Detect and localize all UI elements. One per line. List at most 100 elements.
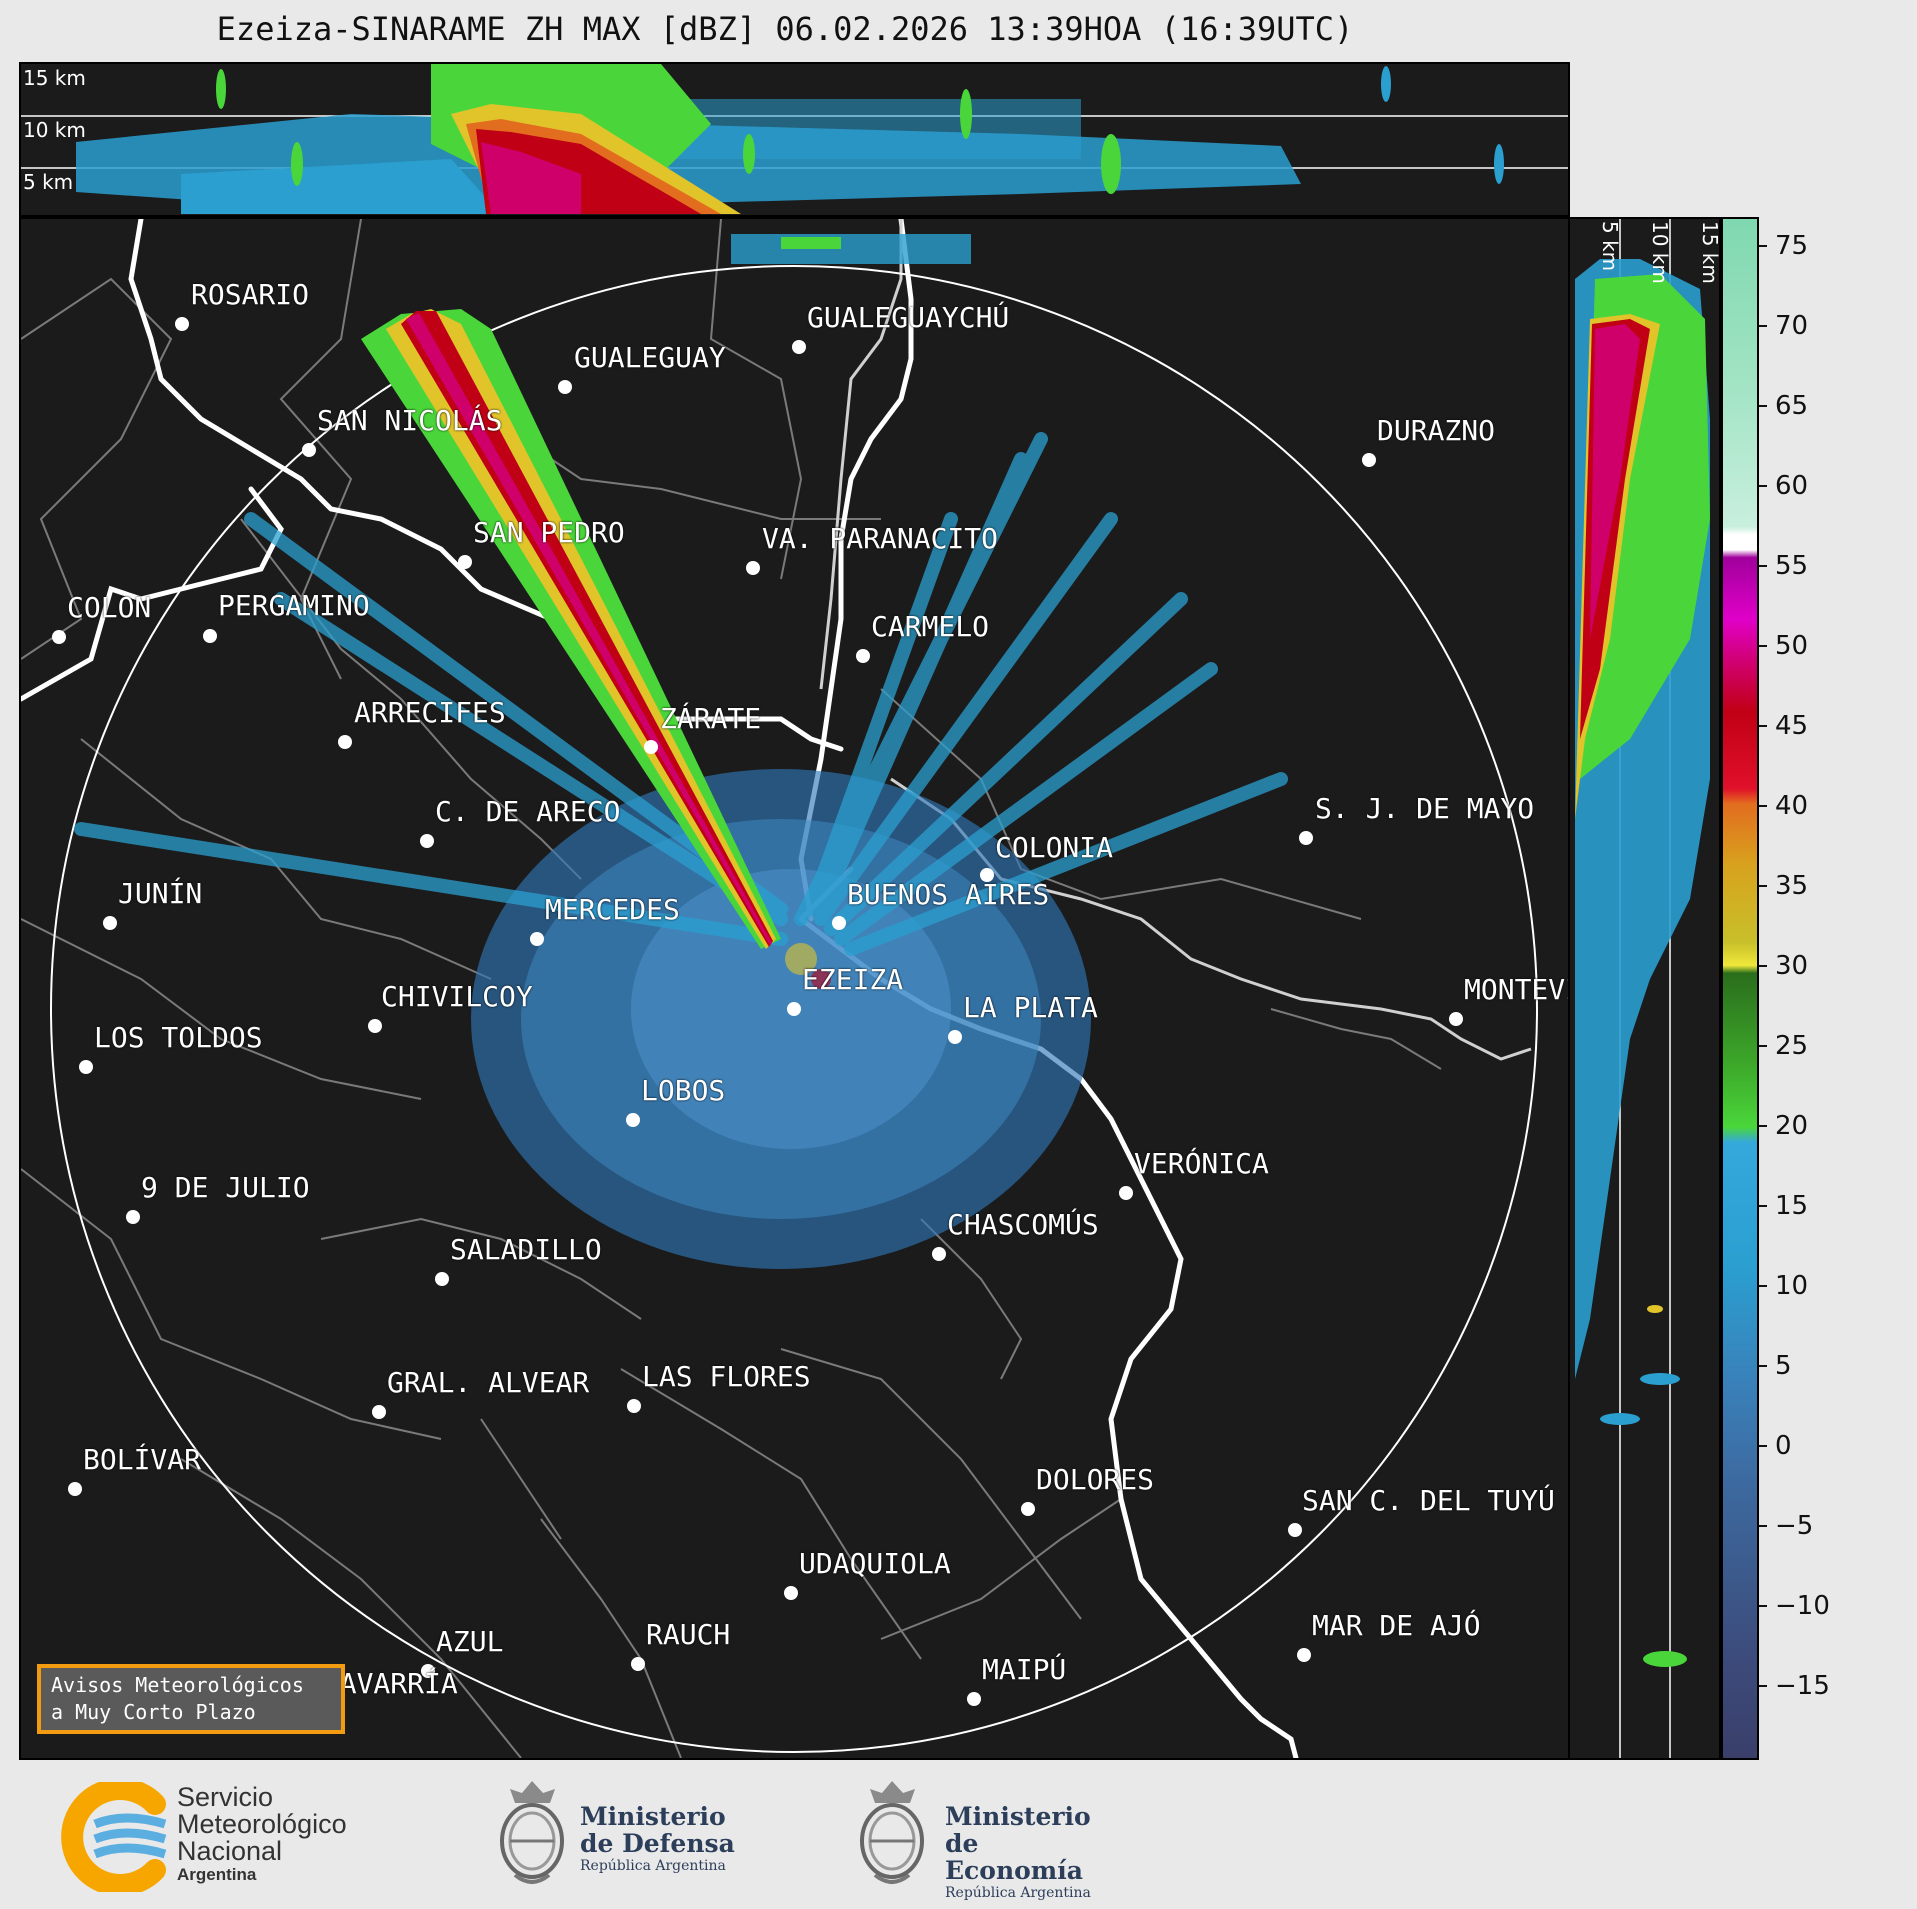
smn-line-3: Nacional bbox=[177, 1836, 283, 1866]
city-label-pergamino: PERGAMINO bbox=[218, 589, 370, 622]
colorbar-tick bbox=[1759, 1685, 1767, 1687]
colorbar-tick bbox=[1759, 725, 1767, 727]
ministerio-economia-logo[interactable]: Ministerio de Economía República Argenti… bbox=[855, 1775, 1115, 1901]
avisos-meteorologicos-badge[interactable]: Avisos Meteorológicos a Muy Corto Plazo bbox=[37, 1664, 345, 1734]
city-label-gualeguaychu: GUALEGUAYCHÚ bbox=[807, 301, 1010, 334]
colorbar-tick bbox=[1759, 565, 1767, 567]
colorbar-label-minus5: −5 bbox=[1775, 1511, 1814, 1541]
defensa-line-1: Ministerio bbox=[580, 1802, 726, 1831]
economia-line-1: Ministerio bbox=[945, 1802, 1091, 1831]
colorbar-tick bbox=[1759, 485, 1767, 487]
colorbar-label-minus15: −15 bbox=[1775, 1671, 1830, 1701]
colorbar-label-55: 55 bbox=[1775, 551, 1809, 581]
colorbar-label-65: 65 bbox=[1775, 391, 1809, 421]
city-label-bolivar: BOLÍVAR bbox=[83, 1443, 202, 1476]
city-label-san-nicolas: SAN NICOLÁS bbox=[317, 404, 503, 437]
colorbar-tick bbox=[1759, 245, 1767, 247]
smn-emblem-icon bbox=[61, 1782, 167, 1892]
city-label-colon: COLON bbox=[67, 591, 152, 624]
city-label-carmelo: CARMELO bbox=[871, 610, 990, 643]
colorbar-tick bbox=[1759, 965, 1767, 967]
city-label-mar-de-ajo: MAR DE AJÓ bbox=[1312, 1609, 1481, 1642]
city-label-mercedes: MERCEDES bbox=[545, 893, 680, 926]
city-label-veronica: VERÓNICA bbox=[1134, 1147, 1269, 1180]
colorbar-tick bbox=[1759, 1365, 1767, 1367]
colorbar-label-35: 35 bbox=[1775, 871, 1809, 901]
colorbar-label-25: 25 bbox=[1775, 1031, 1809, 1061]
colorbar-label-45: 45 bbox=[1775, 711, 1809, 741]
footer: Servicio Meteorológico Nacional Argentin… bbox=[0, 1760, 1917, 1909]
colorbar-label-10: 10 bbox=[1775, 1271, 1809, 1301]
defensa-line-3: República Argentina bbox=[580, 1858, 726, 1874]
city-label-rauch: RAUCH bbox=[646, 1618, 731, 1651]
city-label-rosario: ROSARIO bbox=[191, 278, 310, 311]
city-label-buenos-aires: BUENOS AIRES bbox=[847, 878, 1050, 911]
side-cross-section-panel: 5 km 10 km 15 km bbox=[1570, 217, 1722, 1760]
top-altitude-10km-label: 10 km bbox=[23, 118, 86, 142]
ministerio-defensa-logo[interactable]: Ministerio de Defensa República Argentin… bbox=[495, 1775, 755, 1900]
top-altitude-15km-label: 15 km bbox=[23, 66, 86, 90]
top-cross-section-plot bbox=[21, 64, 1568, 214]
economia-line-2: de Economía bbox=[945, 1829, 1083, 1885]
city-label-los-toldos: LOS TOLDOS bbox=[94, 1021, 263, 1054]
city-label-maipu: MAIPÚ bbox=[982, 1653, 1067, 1686]
city-label-arrecifes: ARRECIFES bbox=[354, 696, 506, 729]
colorbar-label-50: 50 bbox=[1775, 631, 1809, 661]
colorbar-tick bbox=[1759, 1205, 1767, 1207]
city-label-gral-alvear: GRAL. ALVEAR bbox=[387, 1366, 590, 1399]
city-label-chascomus: CHASCOMÚS bbox=[947, 1208, 1099, 1241]
radar-map-panel: ROSARIO GUALEGUAYCHÚ GUALEGUAY SAN NICOL… bbox=[19, 217, 1570, 1760]
colorbar-label-70: 70 bbox=[1775, 311, 1809, 341]
defensa-line-2: de Defensa bbox=[580, 1829, 735, 1858]
colorbar-tick bbox=[1759, 805, 1767, 807]
colorbar-tick bbox=[1759, 1445, 1767, 1447]
colorbar-tick bbox=[1759, 1125, 1767, 1127]
city-label-9-de-julio: 9 DE JULIO bbox=[141, 1171, 310, 1204]
city-label-san-c-del-tuyu: SAN C. DEL TUYÚ bbox=[1302, 1484, 1555, 1517]
radar-map-plot bbox=[21, 219, 1538, 1758]
side-altitude-10km-label: 10 km bbox=[1648, 221, 1672, 284]
smn-logo[interactable]: Servicio Meteorológico Nacional Argentin… bbox=[55, 1782, 395, 1892]
chart-title: Ezeiza-SINARAME ZH MAX [dBZ] 06.02.2026 … bbox=[216, 10, 1354, 48]
city-label-durazno: DURAZNO bbox=[1377, 414, 1496, 447]
colorbar-tick bbox=[1759, 1605, 1767, 1607]
colorbar-tick bbox=[1759, 325, 1767, 327]
city-label-saladillo: SALADILLO bbox=[450, 1233, 602, 1266]
avisos-line-1: Avisos Meteorológicos bbox=[51, 1673, 304, 1697]
colorbar-label-15: 15 bbox=[1775, 1191, 1809, 1221]
city-label-montevideo: MONTEVIDEO bbox=[1464, 973, 1568, 1006]
side-cross-section-plot bbox=[1575, 219, 1710, 1758]
city-label-lobos: LOBOS bbox=[641, 1074, 726, 1107]
escudo-economia-icon bbox=[860, 1781, 924, 1884]
smn-line-4: Argentina bbox=[177, 1865, 257, 1884]
dbz-colorbar bbox=[1721, 217, 1759, 1760]
city-label-dolores: DOLORES bbox=[1036, 1463, 1155, 1496]
colorbar-label-40: 40 bbox=[1775, 791, 1809, 821]
top-cross-section-panel: 15 km 10 km 5 km bbox=[19, 62, 1570, 217]
city-label-las-flores: LAS FLORES bbox=[642, 1360, 811, 1393]
city-label-sj-de-mayo: S. J. DE MAYO bbox=[1315, 792, 1535, 825]
city-label-azul: AZUL bbox=[436, 1625, 504, 1658]
city-label-zarate: ZÁRATE bbox=[660, 702, 762, 735]
city-label-gualeguay: GUALEGUAY bbox=[574, 341, 726, 374]
economia-line-3: República Argentina bbox=[945, 1885, 1091, 1901]
smn-line-1: Servicio bbox=[177, 1782, 274, 1812]
colorbar-label-5: 5 bbox=[1775, 1351, 1792, 1381]
colorbar-tick bbox=[1759, 405, 1767, 407]
colorbar-tick bbox=[1759, 1045, 1767, 1047]
city-label-san-pedro: SAN PEDRO bbox=[473, 516, 625, 549]
colorbar-label-30: 30 bbox=[1775, 951, 1809, 981]
side-altitude-5km-label: 5 km bbox=[1598, 221, 1622, 272]
city-label-colonia: COLONIA bbox=[995, 831, 1114, 864]
city-label-c-de-areco: C. DE ARECO bbox=[435, 795, 621, 828]
escudo-defensa-icon bbox=[500, 1781, 564, 1884]
colorbar-label-75: 75 bbox=[1775, 231, 1809, 261]
colorbar-label-minus10: −10 bbox=[1775, 1591, 1830, 1621]
city-label-junin: JUNÍN bbox=[118, 877, 203, 910]
city-label-chivilcoy: CHIVILCOY bbox=[381, 980, 533, 1013]
city-label-la-plata: LA PLATA bbox=[963, 991, 1098, 1024]
colorbar-tick bbox=[1759, 1525, 1767, 1527]
colorbar-tick bbox=[1759, 885, 1767, 887]
colorbar-tick bbox=[1759, 645, 1767, 647]
colorbar-label-60: 60 bbox=[1775, 471, 1809, 501]
